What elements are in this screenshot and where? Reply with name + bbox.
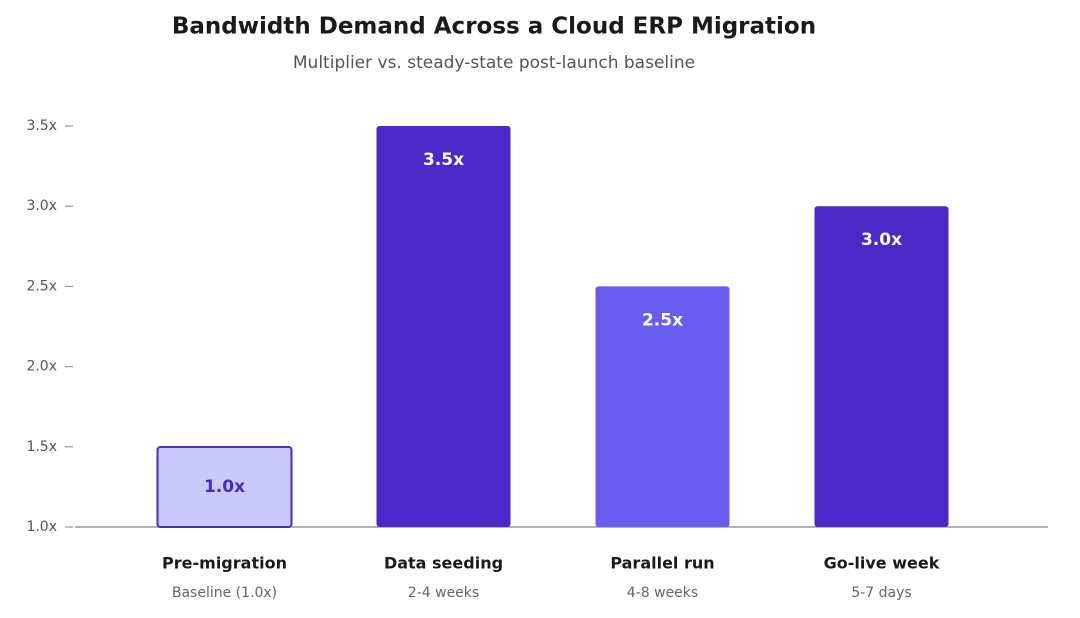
- y-tick-label: 2.5x: [26, 278, 57, 294]
- value-label: 3.0x: [861, 230, 902, 250]
- bar: [376, 126, 511, 527]
- y-tick-label: 2.0x: [26, 359, 57, 375]
- value-label: 2.5x: [642, 310, 683, 330]
- x-tick-label: Parallel run: [610, 554, 714, 573]
- x-tick-label: Data seeding: [384, 554, 503, 573]
- x-tick-label: Go-live week: [824, 554, 940, 573]
- y-tick-label: 1.5x: [26, 439, 57, 455]
- bar: [156, 446, 293, 528]
- value-label: 1.0x: [204, 477, 245, 497]
- value-label: 3.5x: [423, 150, 464, 170]
- y-tick-label: 1.0x: [26, 519, 57, 535]
- bar: [814, 206, 949, 527]
- chart-subtitle: Multiplier vs. steady-state post-launch …: [293, 53, 695, 73]
- x-tick-label: Pre-migration: [162, 554, 287, 573]
- y-tick-label: 3.0x: [26, 198, 57, 214]
- x-sublabel: Baseline (1.0x): [172, 585, 277, 601]
- x-sublabel: 5-7 days: [851, 585, 911, 601]
- chart-title: Bandwidth Demand Across a Cloud ERP Migr…: [172, 14, 816, 40]
- x-sublabel: 4-8 weeks: [627, 585, 698, 601]
- x-sublabel: 2-4 weeks: [408, 585, 479, 601]
- bar: [595, 286, 730, 527]
- y-tick-label: 3.5x: [26, 118, 57, 134]
